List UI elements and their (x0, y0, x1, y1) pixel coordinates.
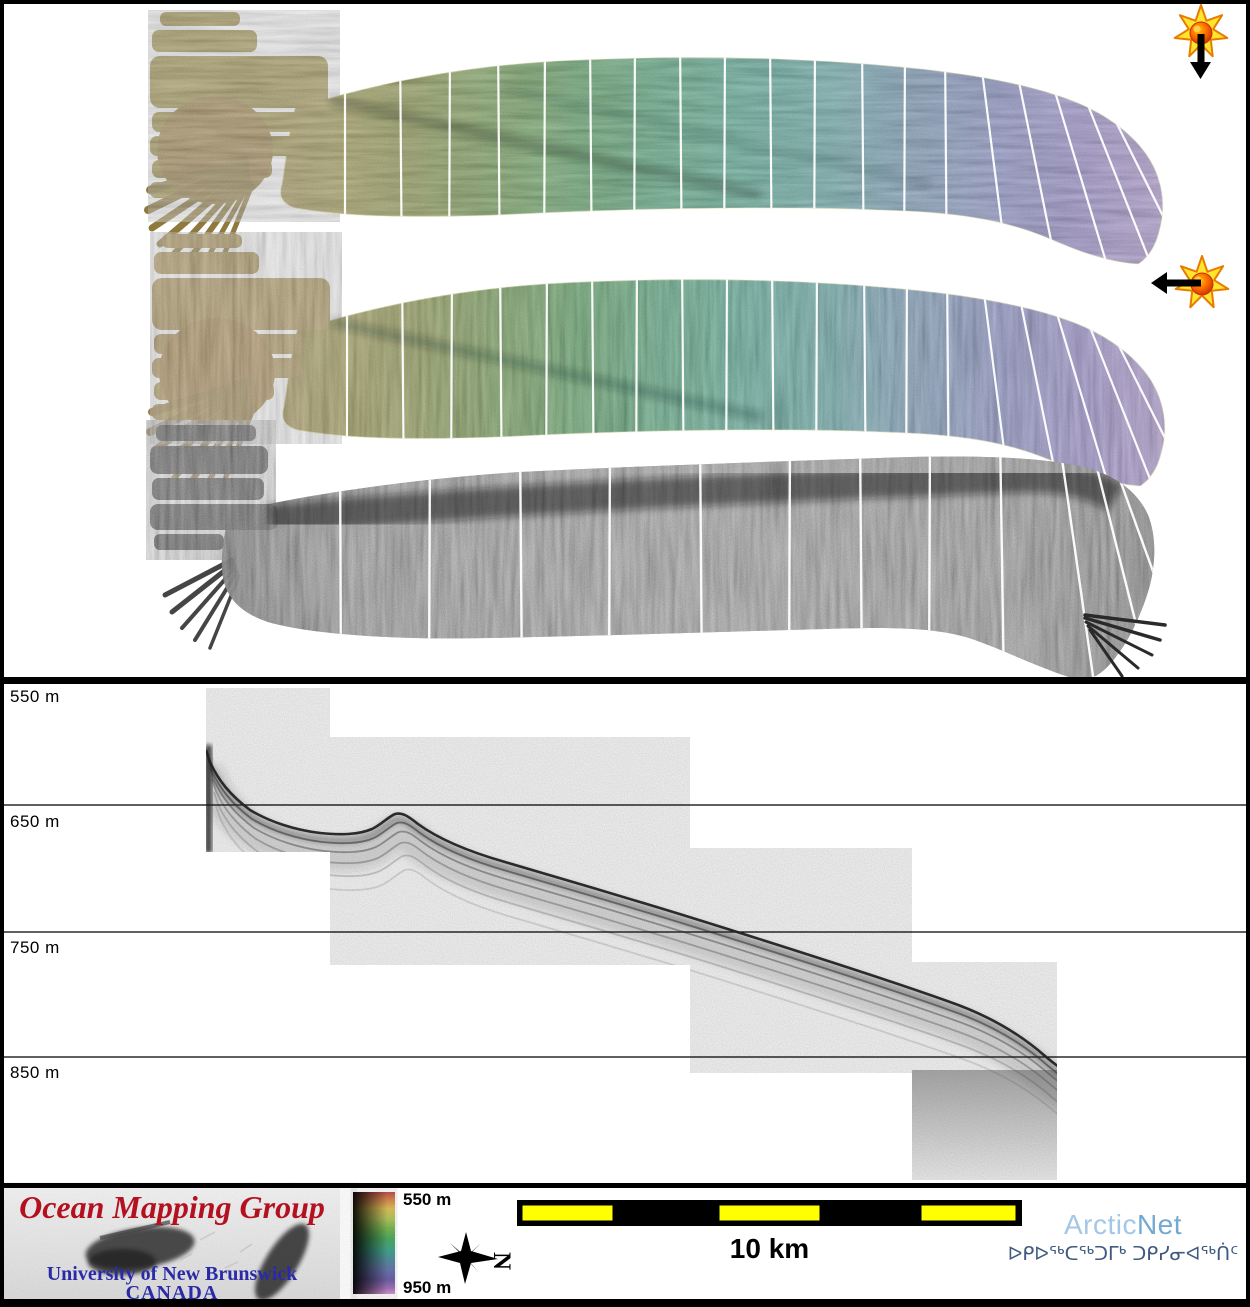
arrow-left-icon (1165, 279, 1201, 287)
arcticnet-name-part2: Net (1136, 1209, 1183, 1240)
subbottom-profile (4, 688, 1246, 1180)
depth-colorbar (353, 1192, 395, 1294)
arcticnet-name-part1: Arctic (1063, 1209, 1137, 1240)
arcticnet-logo: ArcticNet (1000, 1209, 1246, 1241)
colorbar-top-label: 550 m (403, 1190, 452, 1209)
north-arrow-icon (438, 1232, 498, 1284)
section-divider (0, 677, 1250, 684)
arcticnet-inuktitut: ᐅᑭᐅᖅᑕᖅᑐᒥᒃ ᑐᑭᓯᓂᐊᖅᑏᑦ (1007, 1243, 1239, 1265)
north-label: N (488, 1251, 516, 1271)
omg-logo-title: Ocean Mapping Group (19, 1189, 325, 1225)
sun-illumination-north-icon (1173, 4, 1229, 79)
arrow-down-icon (1197, 34, 1205, 64)
depth-label-650: 650 m (10, 812, 60, 831)
sun-illumination-east-icon (1151, 255, 1230, 309)
seafloor-trace (206, 745, 1057, 1180)
colorbar-bottom-label: 950 m (403, 1278, 452, 1297)
scale-bar (517, 1200, 1022, 1226)
depth-label-750: 750 m (10, 938, 60, 957)
depth-label-850: 850 m (10, 1063, 60, 1082)
scale-bar-label: 10 km (729, 1233, 810, 1264)
omg-institution: University of New Brunswick (46, 1263, 298, 1285)
footer-divider (0, 1183, 1250, 1188)
depth-label-550: 550 m (10, 687, 60, 706)
omg-country: CANADA (125, 1282, 219, 1304)
sonar-shadow-right (255, 1223, 309, 1301)
sonar-shadow-left (85, 1220, 195, 1275)
omg-logo-panel (4, 1188, 340, 1301)
